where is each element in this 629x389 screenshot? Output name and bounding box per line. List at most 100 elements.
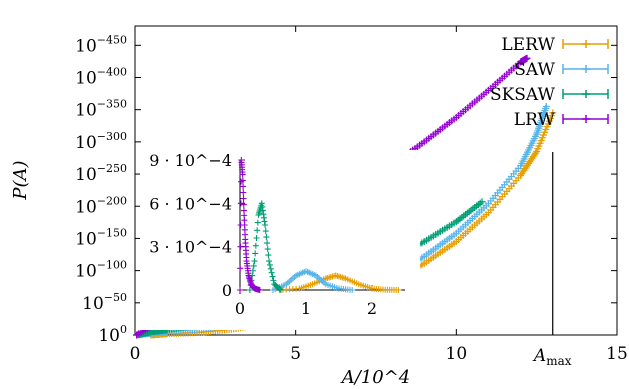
- y-tick-label: 10−400: [75, 66, 127, 89]
- inset-data-point: [254, 227, 261, 234]
- inset-data-point: [237, 287, 243, 293]
- amax-symbol: A: [532, 346, 546, 366]
- inset-data-point: [237, 200, 244, 207]
- y-tick-label: 10−450: [75, 33, 127, 56]
- inset-data-point: [249, 267, 256, 274]
- inset-y-tick-label: 6 · 10^−4: [149, 194, 232, 213]
- inset-y-tick-label: 9 · 10^−4: [149, 151, 232, 170]
- y-tick-label: 10−250: [75, 162, 127, 185]
- legend-swatch-marker: [582, 90, 590, 98]
- inset-data-point: [252, 242, 259, 249]
- inset-data-point: [263, 234, 270, 241]
- inset-data-point: [265, 252, 272, 259]
- y-tick-exponent: 0: [120, 323, 127, 336]
- inset-data-point: [264, 246, 271, 253]
- y-tick-label: 10−150: [75, 226, 127, 249]
- inset-data-point: [277, 287, 284, 293]
- plot-border: [134, 25, 618, 336]
- y-tick-base: 10: [75, 36, 97, 56]
- y-tick-base: 10: [75, 101, 97, 121]
- x-axis-title: A/10^4: [340, 367, 411, 388]
- inset-data-point: [240, 189, 247, 196]
- legend-swatch-marker: [582, 40, 590, 48]
- y-tick-label: 10−100: [75, 259, 127, 282]
- inset-data-point: [256, 287, 263, 293]
- inset-data-point: [349, 287, 356, 293]
- inset-data-point: [253, 235, 260, 241]
- y-tick-base: 10: [75, 165, 97, 185]
- y-tick-exponent: −50: [104, 291, 127, 304]
- y-tick-base: 10: [75, 197, 97, 217]
- legend-swatch-marker: [582, 115, 590, 123]
- y-tick-exponent: −250: [97, 162, 127, 175]
- legend-label-sksaw: SKSAW: [490, 85, 556, 105]
- y-tick-base: 10: [75, 229, 97, 249]
- inset-data-point: [240, 195, 247, 202]
- inset-data-point: [270, 277, 277, 284]
- y-tick-label: 10−200: [75, 194, 127, 217]
- amax-subscript: max: [546, 354, 572, 368]
- y-tick-base: 10: [98, 326, 120, 346]
- inset-data-point: [239, 171, 246, 178]
- inset-data-point: [239, 177, 246, 184]
- inset-series-lrw: [237, 157, 263, 293]
- amax-label: Amax: [532, 346, 572, 368]
- inset-data-point: [269, 273, 276, 280]
- x-tick-label: 10: [446, 344, 468, 364]
- inset-data-point: [268, 269, 275, 276]
- x-tick-label: 5: [290, 344, 301, 364]
- y-tick-base: 10: [75, 262, 97, 282]
- inset-data-point: [250, 262, 257, 269]
- data-point: [478, 198, 486, 206]
- inset-y-tick-label: 0: [222, 281, 232, 300]
- y-tick-base: 10: [75, 69, 97, 89]
- y-tick-exponent: −400: [97, 66, 127, 79]
- inset-data-point: [246, 287, 253, 293]
- inset-y-tick-label: 3 · 10^−4: [149, 238, 232, 257]
- inset-data-point: [276, 286, 283, 293]
- inset-data-point: [240, 183, 247, 190]
- data-point: [532, 149, 540, 157]
- main-axis-ticks: 0 5 10 1510010−5010−10010−15010−20010−25010…: [75, 26, 628, 364]
- y-axis-title: P(A): [10, 160, 31, 200]
- data-point: [542, 102, 550, 110]
- inset-data-point: [395, 287, 402, 293]
- inset-data-point: [252, 250, 259, 257]
- legend-label-saw: SAW: [514, 60, 555, 80]
- y-tick-exponent: −350: [97, 98, 127, 111]
- annotation-layer: Amax: [532, 152, 572, 368]
- main-plot-frame: [134, 25, 618, 336]
- inset-data-point: [267, 265, 274, 272]
- inset-background: [140, 150, 420, 330]
- inset-data-point: [254, 219, 261, 226]
- inset-series-lerw: [276, 272, 402, 293]
- inset-data-point: [259, 203, 266, 210]
- y-tick-base: 10: [75, 133, 97, 153]
- inset-data-point: [264, 240, 271, 247]
- inset-data-point: [262, 222, 269, 228]
- inset-data-point: [237, 265, 244, 272]
- axis-titles: A/10^4 P(A): [10, 160, 410, 388]
- y-tick-exponent: −300: [97, 130, 127, 143]
- legend: LERW SAW SKSAW LRW: [490, 35, 609, 130]
- inset-data-point: [237, 243, 244, 250]
- y-tick-label: 100: [98, 323, 127, 346]
- legend-swatch-marker: [582, 65, 590, 73]
- inset-plot: 0 1 2 0 3 · 10^−4 6 · 10^−4 9 · 10^−4: [140, 150, 420, 330]
- data-point: [523, 54, 531, 62]
- inset-data-point: [260, 211, 267, 218]
- inset-data-point: [262, 228, 269, 235]
- y-tick-exponent: −450: [97, 33, 127, 46]
- x-tick-label: 15: [606, 344, 628, 364]
- y-tick-label: 10−300: [75, 130, 127, 153]
- inset-data-point: [266, 261, 273, 268]
- inset-data-point: [251, 258, 258, 265]
- data-point: [549, 109, 557, 117]
- y-tick-label: 10−50: [82, 291, 127, 314]
- legend-label-lerw: LERW: [501, 35, 555, 55]
- y-tick-exponent: −100: [97, 259, 127, 272]
- x-tick-label: 0: [130, 344, 141, 364]
- y-tick-label: 10−350: [75, 98, 127, 121]
